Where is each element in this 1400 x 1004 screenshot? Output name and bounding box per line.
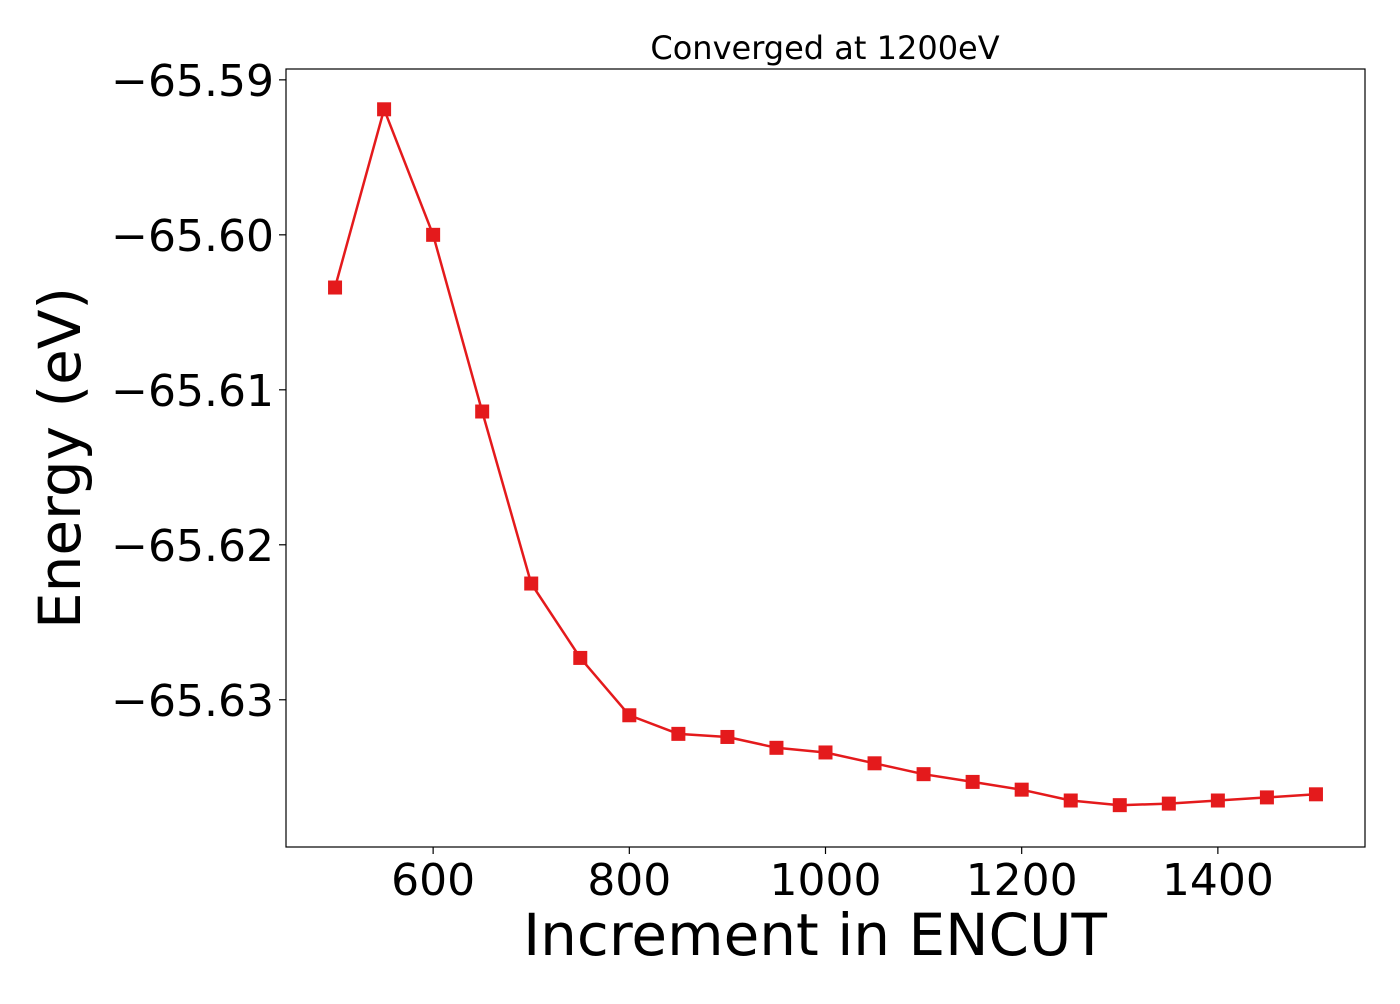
x-axis-label: Increment in ENCUT	[523, 901, 1107, 969]
y-tick-label: −65.61	[111, 366, 274, 417]
plot-frame	[285, 68, 1366, 848]
data-point-marker	[916, 767, 931, 782]
chart-title: Converged at 1200eV	[650, 29, 999, 67]
data-point-marker	[622, 708, 637, 723]
data-point-marker	[1210, 793, 1225, 808]
data-point-marker	[475, 404, 490, 419]
data-point-marker	[1014, 782, 1029, 797]
x-tick-label: 1400	[1162, 855, 1274, 906]
data-point-marker	[1112, 798, 1127, 813]
x-tick-label: 800	[587, 855, 671, 906]
data-point-marker	[1259, 790, 1274, 805]
data-point-marker	[524, 576, 539, 591]
data-point-marker	[1308, 787, 1323, 802]
x-tick-label: 600	[391, 855, 475, 906]
y-tick-label: −65.59	[111, 56, 274, 107]
y-tick-label: −65.63	[111, 676, 274, 727]
data-point-marker	[426, 227, 441, 242]
plot-area: 600 800 1000 1200 1400 −65.59 −65.60 −65.61 −65.…	[111, 56, 1366, 906]
data-point-marker	[720, 729, 735, 744]
data-point-marker	[1063, 793, 1078, 808]
y-tick-label: −65.60	[111, 211, 274, 262]
data-point-marker	[818, 745, 833, 760]
data-point-marker	[377, 102, 392, 117]
data-point-marker	[671, 726, 686, 741]
data-point-marker	[573, 650, 588, 665]
x-tick-label: 1000	[770, 855, 882, 906]
y-axis-label: Energy (eV)	[26, 287, 94, 629]
data-point-marker	[867, 756, 882, 771]
data-point-marker	[1161, 796, 1176, 811]
data-point-marker	[328, 280, 343, 295]
x-tick-label: 1200	[966, 855, 1078, 906]
data-point-marker	[965, 774, 980, 789]
series-line	[333, 108, 1317, 807]
data-point-marker	[769, 740, 784, 755]
y-tick-label: −65.62	[111, 521, 274, 572]
